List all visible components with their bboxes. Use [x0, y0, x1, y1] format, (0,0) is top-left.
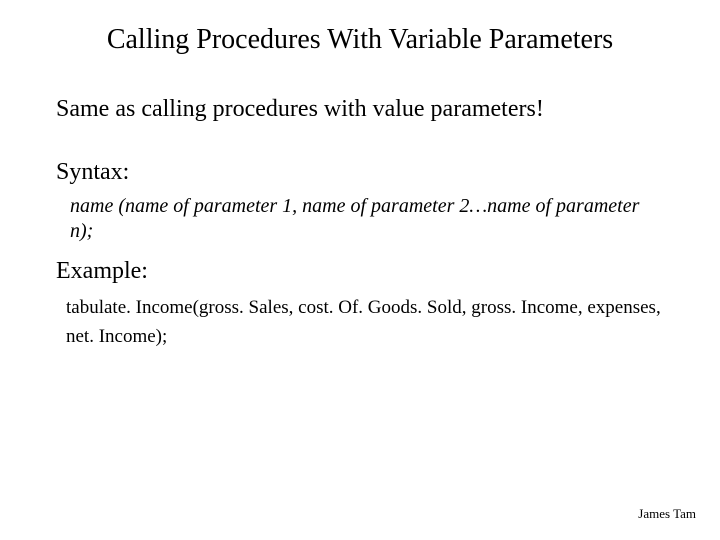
syntax-body: name (name of parameter 1, name of param…: [70, 194, 664, 244]
example-line-2: net. Income);: [66, 322, 664, 351]
example-body: tabulate. Income(gross. Sales, cost. Of.…: [66, 293, 664, 352]
intro-text: Same as calling procedures with value pa…: [56, 96, 664, 123]
example-line-1: tabulate. Income(gross. Sales, cost. Of.…: [66, 293, 664, 322]
example-label: Example:: [56, 258, 664, 285]
footer-author: James Tam: [638, 506, 696, 522]
slide-body: Same as calling procedures with value pa…: [56, 96, 664, 352]
slide-title: Calling Procedures With Variable Paramet…: [0, 24, 720, 56]
slide-container: Calling Procedures With Variable Paramet…: [0, 0, 720, 540]
syntax-label: Syntax:: [56, 159, 664, 186]
